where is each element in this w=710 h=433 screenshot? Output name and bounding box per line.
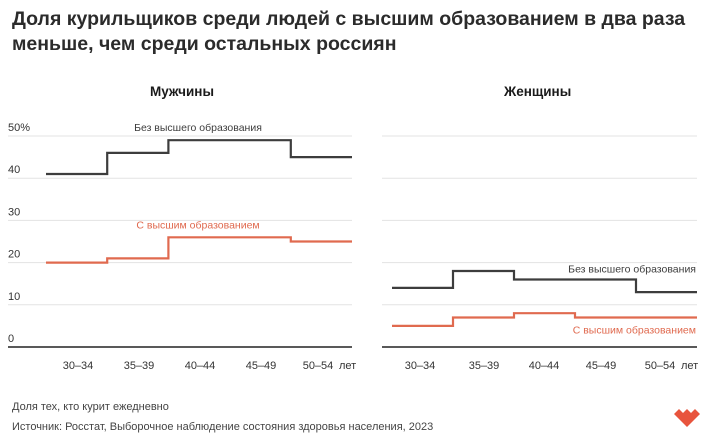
series-label-degree: С высшим образованием	[136, 219, 259, 231]
footnote: Доля тех, кто курит ежедневно	[12, 401, 169, 413]
y-tick-label: 0	[8, 333, 14, 345]
chart-title: Доля курильщиков среди людей с высшим об…	[12, 8, 686, 55]
series-label-degree: С высшим образованием	[573, 324, 696, 336]
x-tick-label: 35–39	[124, 360, 155, 372]
x-unit-label: лет	[339, 360, 356, 372]
panel-title-men: Мужчины	[150, 84, 214, 99]
brand-logo-icon	[674, 409, 700, 427]
y-tick-label: 40	[8, 164, 20, 176]
y-tick-label: 50%	[8, 122, 30, 134]
x-tick-label: 45–49	[246, 360, 277, 372]
y-tick-label: 30	[8, 206, 20, 218]
panel-title-women: Женщины	[504, 84, 572, 99]
x-unit-label: лет	[681, 360, 698, 372]
y-tick-label: 10	[8, 291, 20, 303]
x-tick-label: 50–54	[645, 360, 676, 372]
x-tick-label: 40–44	[185, 360, 216, 372]
series-label-no-degree: Без высшего образования	[134, 122, 262, 134]
x-tick-label: 50–54	[303, 360, 334, 372]
x-tick-label: 45–49	[586, 360, 617, 372]
source-note: Источник: Росстат, Выборочное наблюдение…	[12, 421, 434, 433]
series-line-degree	[46, 236, 352, 264]
y-tick-label: 20	[8, 249, 20, 261]
x-tick-label: 30–34	[63, 360, 94, 372]
series-line-no-degree	[46, 139, 352, 176]
x-tick-label: 40–44	[529, 360, 560, 372]
series-line-degree	[392, 312, 697, 327]
series-line-no-degree	[392, 269, 697, 294]
x-tick-label: 35–39	[469, 360, 500, 372]
x-tick-label: 30–34	[405, 360, 436, 372]
series-label-no-degree: Без высшего образования	[568, 263, 696, 275]
